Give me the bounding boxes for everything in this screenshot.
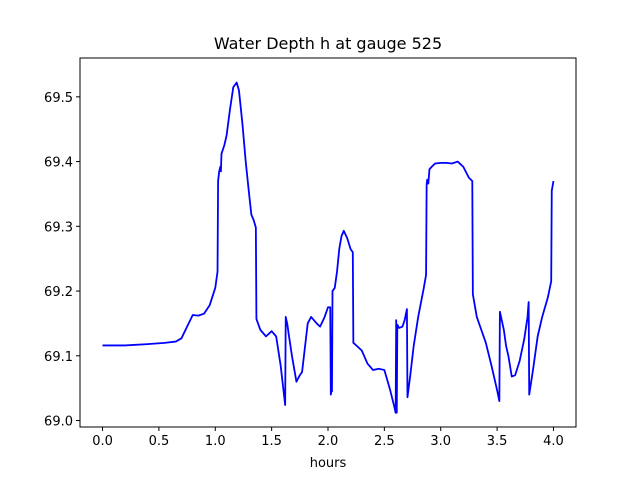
x-tick-label: 3.0 <box>430 434 451 449</box>
chart-title: Water Depth h at gauge 525 <box>214 34 442 53</box>
x-tick-label: 0.5 <box>149 434 170 449</box>
y-tick-label: 69.4 <box>44 156 73 171</box>
x-tick-label: 3.5 <box>487 434 508 449</box>
y-tick-label: 69.1 <box>44 350 73 365</box>
x-axis: 0.0 0.5 1.0 1.5 2.0 2.5 3.0 3.5 4.0 <box>92 427 564 449</box>
x-tick-label: 1.0 <box>205 434 226 449</box>
x-tick-label: 2.0 <box>318 434 339 449</box>
x-axis-label: hours <box>310 456 347 471</box>
y-tick-label: 69.0 <box>44 415 73 430</box>
series-line-0 <box>102 81 555 414</box>
y-axis: 69.0 69.1 69.2 69.3 69.4 69.5 <box>44 91 80 430</box>
y-tick-label: 69.5 <box>44 91 73 106</box>
x-tick-label: 1.5 <box>261 434 282 449</box>
x-tick-label: 0.0 <box>92 434 113 449</box>
x-tick-label: 2.5 <box>374 434 395 449</box>
y-tick-label: 69.2 <box>44 285 73 300</box>
y-tick-label: 69.3 <box>44 220 73 235</box>
x-tick-label: 4.0 <box>543 434 564 449</box>
